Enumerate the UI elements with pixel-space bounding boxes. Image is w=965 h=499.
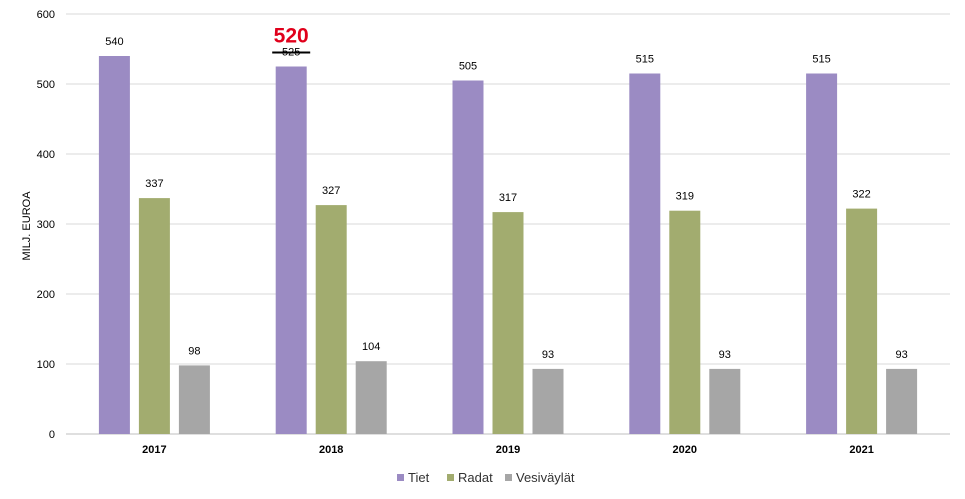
data-label: 319	[676, 191, 694, 203]
data-label: 98	[188, 345, 200, 357]
y-tick-label: 300	[37, 219, 55, 231]
y-tick-label: 200	[37, 289, 55, 301]
y-tick-label: 400	[37, 149, 55, 161]
bar-tiet-2019	[452, 80, 484, 434]
legend-label-vesiväylät: Vesiväylät	[516, 470, 575, 485]
y-axis-ticks: 0 100 200 300 400 500 600	[37, 9, 55, 441]
bar-vesiväylät-2020	[709, 368, 741, 434]
data-label: 317	[499, 192, 517, 204]
data-label: 337	[145, 178, 163, 190]
y-tick-label: 100	[37, 359, 55, 371]
x-tick-label: 2018	[319, 444, 343, 456]
data-label: 93	[895, 349, 907, 361]
bar-tiet-2018	[275, 66, 307, 434]
bar-radat-2020	[669, 210, 701, 434]
legend-swatch-tiet	[397, 474, 404, 481]
data-label: 104	[362, 341, 380, 353]
y-tick-label: 600	[37, 9, 55, 21]
data-label: 93	[719, 349, 731, 361]
data-labels: 5403379852532710450531793515319935153229…	[105, 36, 908, 361]
bar-radat-2021	[846, 208, 878, 434]
bar-vesiväylät-2017	[178, 365, 210, 434]
bar-vesiväylät-2021	[886, 368, 918, 434]
bar-radat-2018	[315, 205, 347, 434]
data-label: 515	[812, 54, 830, 66]
legend-label-tiet: Tiet	[408, 470, 430, 485]
correction-annotation: 520	[272, 25, 311, 54]
x-tick-label: 2019	[496, 444, 520, 456]
bars	[98, 56, 918, 434]
legend-label-radat: Radat	[458, 470, 493, 485]
legend-swatch-radat	[447, 474, 454, 481]
bar-tiet-2021	[806, 73, 838, 434]
legend-swatch-vesiväylät	[505, 474, 512, 481]
data-label: 327	[322, 185, 340, 197]
data-label: 505	[459, 61, 477, 73]
data-label: 93	[542, 349, 554, 361]
y-tick-label: 500	[37, 79, 55, 91]
x-axis-categories: 2017 2018 2019 2020 2021	[142, 444, 874, 456]
bar-radat-2017	[138, 198, 170, 434]
data-label: 540	[105, 36, 123, 48]
bar-vesiväylät-2018	[355, 361, 387, 434]
data-label: 322	[852, 189, 870, 201]
bar-radat-2019	[492, 212, 524, 434]
bar-vesiväylät-2019	[532, 368, 564, 434]
bar-tiet-2017	[98, 56, 130, 434]
x-tick-label: 2017	[142, 444, 166, 456]
bar-tiet-2020	[629, 73, 661, 434]
y-tick-label: 0	[49, 429, 55, 441]
corrected-value-label: 520	[274, 25, 309, 48]
y-axis-title: MILJ. EUROA	[21, 191, 33, 261]
data-label: 515	[636, 54, 654, 66]
x-tick-label: 2021	[849, 444, 873, 456]
x-tick-label: 2020	[673, 444, 697, 456]
legend: Tiet Radat Vesiväylät	[397, 470, 575, 485]
